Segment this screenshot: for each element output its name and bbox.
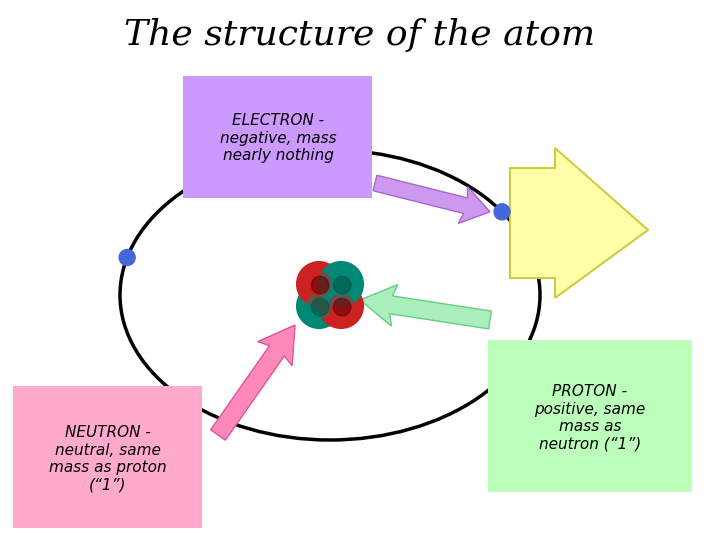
Circle shape bbox=[119, 249, 135, 266]
Circle shape bbox=[494, 204, 510, 220]
Circle shape bbox=[319, 284, 363, 328]
Circle shape bbox=[319, 262, 363, 306]
FancyArrow shape bbox=[373, 176, 490, 224]
Circle shape bbox=[329, 272, 353, 296]
Circle shape bbox=[307, 294, 331, 318]
FancyArrow shape bbox=[211, 325, 295, 440]
Circle shape bbox=[333, 276, 351, 294]
Text: The structure of the atom: The structure of the atom bbox=[125, 18, 595, 52]
Text: NEUTRON -
neutral, same
mass as proton
(“1”): NEUTRON - neutral, same mass as proton (… bbox=[49, 426, 167, 492]
Polygon shape bbox=[510, 148, 648, 298]
Circle shape bbox=[311, 298, 329, 316]
Circle shape bbox=[333, 298, 351, 316]
Circle shape bbox=[307, 272, 331, 296]
FancyArrow shape bbox=[360, 285, 491, 329]
Circle shape bbox=[297, 284, 341, 328]
Circle shape bbox=[311, 276, 329, 294]
Circle shape bbox=[329, 294, 353, 318]
FancyBboxPatch shape bbox=[183, 76, 372, 198]
Text: PROTON -
positive, same
mass as
neutron (“1”): PROTON - positive, same mass as neutron … bbox=[534, 384, 646, 451]
Text: ELECTRON -
negative, mass
nearly nothing: ELECTRON - negative, mass nearly nothing bbox=[220, 113, 336, 163]
FancyBboxPatch shape bbox=[13, 386, 202, 528]
FancyBboxPatch shape bbox=[488, 340, 692, 492]
Circle shape bbox=[297, 262, 341, 306]
